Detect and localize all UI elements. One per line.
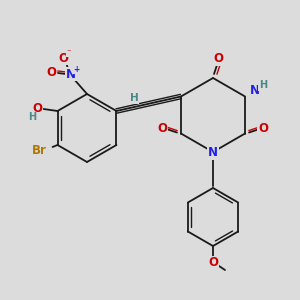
Text: +: +: [73, 64, 79, 74]
Text: O: O: [33, 101, 43, 115]
Text: N: N: [208, 146, 218, 160]
Text: N: N: [250, 84, 260, 97]
Text: O: O: [213, 52, 223, 65]
Text: O: O: [258, 122, 268, 135]
Text: H: H: [28, 112, 37, 122]
Text: N: N: [66, 68, 76, 80]
Text: O: O: [46, 65, 56, 79]
Text: H: H: [259, 80, 267, 91]
Text: Br: Br: [32, 143, 47, 157]
Text: H: H: [130, 94, 138, 103]
Text: ⁻: ⁻: [67, 47, 71, 56]
Text: O: O: [208, 256, 218, 269]
Text: O: O: [58, 52, 68, 64]
Text: O: O: [157, 122, 167, 135]
